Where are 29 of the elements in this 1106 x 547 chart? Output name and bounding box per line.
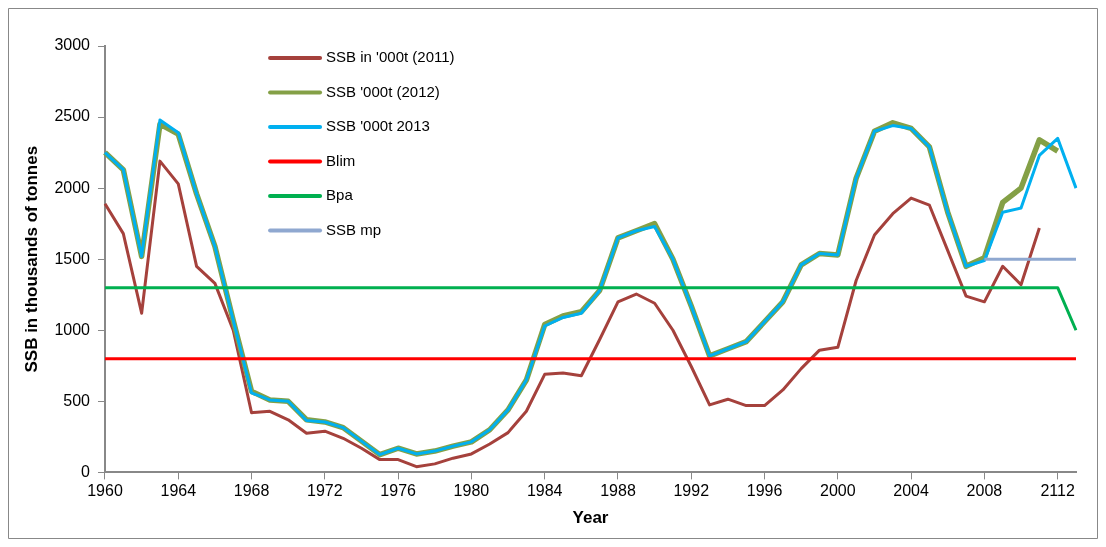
y-tick-label: 2000: [54, 178, 91, 196]
y-tick-label: 0: [81, 462, 91, 480]
y-tick-label: 3000: [54, 36, 91, 54]
x-tick-label: 1984: [526, 482, 563, 500]
y-tick-label: 2500: [54, 107, 91, 125]
x-tick-label: 1980: [453, 482, 490, 500]
x-axis-title: Year: [572, 508, 609, 528]
x-tick-label: 1972: [307, 482, 343, 500]
legend-label: Bpa: [326, 186, 354, 204]
x-tick-label: 2112: [1040, 482, 1075, 500]
legend-label: SSB mp: [326, 220, 382, 238]
x-tick-label: 2008: [966, 482, 1003, 500]
y-tick-label: 500: [63, 391, 91, 409]
x-tick-label: 1988: [600, 482, 636, 500]
y-tick-label: 1500: [54, 249, 91, 267]
legend-label: SSB in '000t (2011): [326, 48, 455, 66]
x-tick-label: 1996: [746, 482, 783, 500]
legend-label: Blim: [326, 151, 356, 169]
legend-label: SSB '000t (2012): [326, 82, 440, 100]
x-tick-label: 1968: [233, 482, 270, 500]
legend-label: SSB '000t 2013: [326, 117, 430, 135]
y-axis-title: SSB in thousands of tonnes: [21, 145, 41, 373]
x-tick-label: 1976: [380, 482, 417, 500]
x-tick-label: 2004: [893, 482, 930, 500]
x-tick-label: 1960: [87, 482, 123, 500]
x-tick-label: 2000: [820, 482, 856, 500]
x-tick-label: 1964: [160, 482, 197, 500]
y-tick-label: 1000: [54, 320, 91, 338]
x-tick-label: 1992: [673, 482, 710, 500]
